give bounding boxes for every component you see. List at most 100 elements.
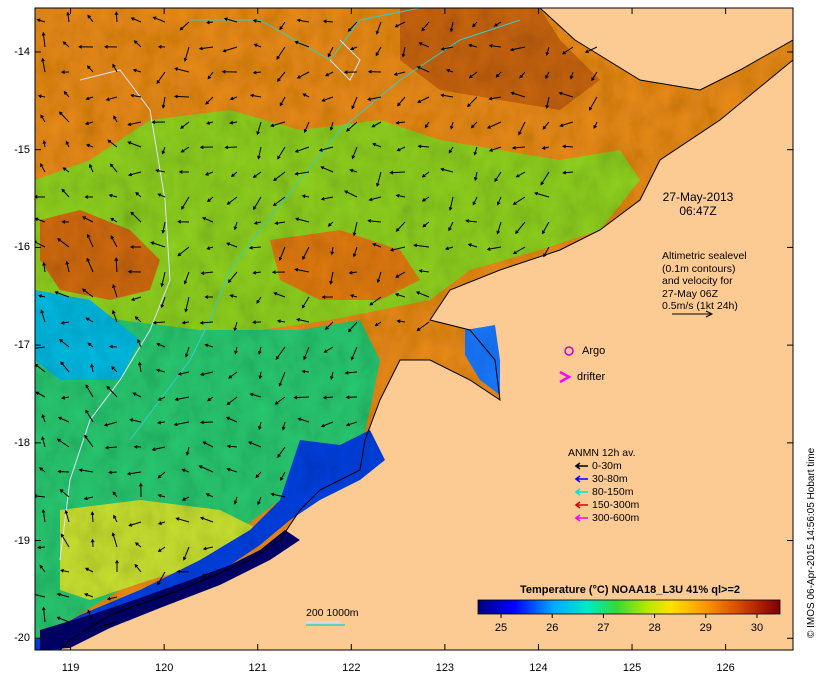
- velocity-arrow: [177, 219, 190, 224]
- y-tick-label: -20: [14, 632, 30, 645]
- velocity-arrow: [376, 171, 382, 187]
- velocity-arrow: [207, 396, 214, 402]
- velocity-arrow: [347, 21, 358, 32]
- velocity-arrow: [229, 96, 238, 101]
- velocity-arrow: [226, 467, 238, 473]
- velocity-arrow: [178, 170, 190, 174]
- velocity-arrow: [296, 71, 310, 79]
- velocity-arrow: [276, 46, 286, 60]
- velocity-arrow: [179, 21, 190, 31]
- alti-line-4: 27-May 06Z: [662, 287, 719, 300]
- velocity-arrow: [174, 396, 190, 402]
- colorbar-tick-label: 26: [546, 622, 559, 634]
- velocity-arrow: [349, 168, 358, 173]
- velocity-arrow: [322, 395, 334, 400]
- velocity-arrow: [542, 121, 550, 130]
- velocity-arrow: [297, 417, 310, 423]
- velocity-arrow: [129, 418, 142, 423]
- velocity-arrow: [78, 468, 94, 473]
- velocity-arrow: [204, 295, 213, 299]
- velocity-arrow: [496, 196, 502, 206]
- velocity-arrow: [101, 621, 118, 628]
- velocity-arrow: [294, 40, 310, 48]
- velocity-arrow: [134, 563, 142, 573]
- velocity-arrow: [130, 93, 142, 98]
- velocity-arrow: [41, 606, 46, 623]
- velocity-arrow: [199, 420, 214, 425]
- velocity-arrow: [127, 141, 142, 148]
- velocity-arrow: [395, 271, 406, 278]
- velocity-arrow: [346, 121, 358, 132]
- velocity-arrow: [104, 445, 118, 450]
- velocity-arrow: [352, 246, 358, 258]
- velocity-arrow: [421, 171, 430, 178]
- velocity-arrow: [86, 143, 94, 148]
- velocity-arrows: [35, 11, 598, 628]
- velocity-arrow: [233, 221, 238, 231]
- velocity-arrow: [295, 318, 310, 323]
- velocity-arrow: [448, 146, 454, 154]
- velocity-arrow: [226, 196, 238, 205]
- velocity-arrow: [249, 392, 262, 398]
- bathy-label: 200 1000m: [306, 607, 359, 619]
- argo-marker: [564, 346, 574, 356]
- velocity-arrow: [81, 216, 94, 223]
- anmn-arrow: [574, 501, 588, 509]
- velocity-arrow: [62, 167, 70, 173]
- velocity-arrow: [36, 18, 46, 23]
- x-tick-label: 123: [435, 662, 455, 674]
- velocity-arrow: [127, 269, 142, 274]
- y-tick-label: -18: [14, 436, 30, 449]
- velocity-arrow: [450, 121, 454, 130]
- velocity-arrow: [375, 21, 382, 35]
- velocity-arrow: [56, 592, 70, 598]
- velocity-arrow: [417, 96, 430, 103]
- velocity-arrow: [86, 65, 94, 73]
- velocity-arrow: [204, 171, 214, 176]
- velocity-arrow: [562, 144, 574, 149]
- velocity-arrow: [281, 421, 286, 431]
- velocity-arrow: [161, 146, 166, 155]
- velocity-arrow: [112, 491, 118, 498]
- x-tick-label: 124: [529, 662, 548, 674]
- velocity-arrow: [351, 96, 358, 110]
- velocity-arrow: [160, 271, 166, 288]
- velocity-arrow: [65, 140, 70, 148]
- velocity-arrow: [512, 246, 526, 254]
- velocity-arrow: [60, 533, 70, 548]
- velocity-arrow: [42, 261, 46, 273]
- velocity-arrow: [84, 593, 94, 598]
- velocity-arrow: [90, 511, 95, 523]
- warm-centre: [270, 230, 420, 300]
- velocity-arrow: [40, 309, 46, 323]
- anmn-item-label: 150-300m: [592, 499, 640, 511]
- velocity-arrow: [41, 57, 46, 73]
- velocity-arrow: [228, 371, 238, 379]
- velocity-arrow: [56, 616, 70, 623]
- velocity-arrow: [114, 11, 119, 23]
- x-tick-label: 126: [716, 662, 735, 674]
- velocity-arrow: [449, 21, 454, 33]
- velocity-arrow: [61, 219, 70, 224]
- velocity-arrow: [41, 436, 46, 448]
- velocity-arrow: [321, 96, 334, 102]
- velocity-arrow: [302, 93, 310, 98]
- velocity-arrow: [424, 121, 430, 129]
- velocity-arrow: [374, 321, 382, 327]
- velocity-arrow: [181, 496, 190, 501]
- velocity-arrow: [534, 191, 550, 198]
- velocity-arrow: [278, 371, 286, 387]
- velocity-arrow: [256, 121, 262, 136]
- velocity-scale-arrow: [672, 310, 714, 318]
- velocity-arrow: [35, 391, 46, 398]
- velocity-arrow: [349, 294, 358, 298]
- velocity-arrow: [135, 191, 142, 198]
- velocity-arrow: [151, 446, 166, 452]
- velocity-arrow: [206, 246, 214, 250]
- velocity-arrow: [60, 321, 70, 325]
- velocity-arrow: [86, 257, 94, 273]
- datestamp-date: 27-May-2013: [662, 190, 734, 204]
- velocity-arrow: [369, 296, 382, 306]
- velocity-arrow: [258, 371, 263, 380]
- velocity-arrow: [233, 496, 238, 505]
